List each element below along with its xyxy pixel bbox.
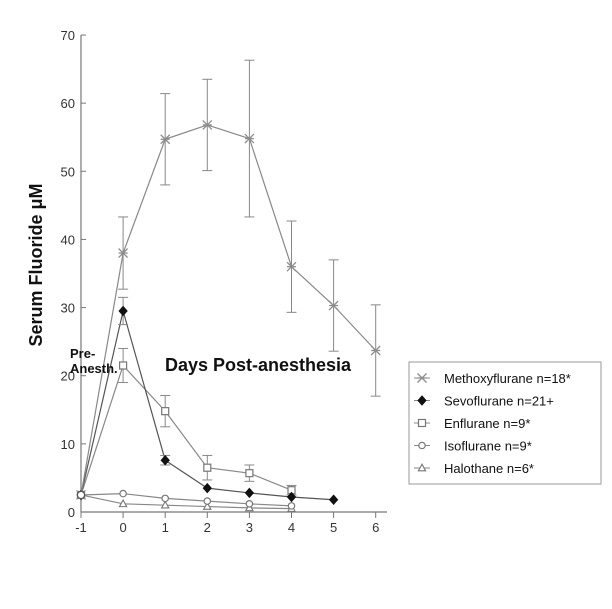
- x-tick-label: 6: [372, 520, 379, 535]
- legend-entry: Enflurane n=9*: [414, 416, 530, 431]
- legend-label: Sevoflurane n=21+: [444, 394, 554, 409]
- x-tick-label: 3: [246, 520, 253, 535]
- data-point: [244, 487, 255, 499]
- data-point: [161, 494, 170, 503]
- x-tick-label: 1: [162, 520, 169, 535]
- y-tick-label: 50: [61, 164, 75, 179]
- y-tick-label: 30: [61, 301, 75, 316]
- data-point: [203, 463, 212, 472]
- data-point: [119, 489, 127, 498]
- legend-label: Methoxyflurane n=18*: [444, 371, 571, 386]
- legend-entry: Methoxyflurane n=18*: [414, 371, 571, 386]
- data-point: [160, 500, 170, 509]
- legend-marker: [417, 418, 427, 428]
- legend-label: Enflurane n=9*: [444, 416, 530, 431]
- pre-anesth-label-line1: Pre-: [70, 346, 95, 361]
- series-line: [80, 364, 292, 496]
- data-point: [245, 469, 254, 478]
- data-point: [245, 500, 254, 508]
- data-point: [76, 490, 86, 500]
- data-point: [118, 498, 128, 508]
- series-diamond: [76, 296, 339, 505]
- legend-marker: [417, 463, 427, 472]
- x-tick-label: -1: [75, 520, 87, 535]
- legend-entry: Isoflurane n=9*: [414, 439, 532, 454]
- pre-anesth-label-line2: Anesth.: [70, 361, 118, 376]
- legend-label: Isoflurane n=9*: [444, 439, 532, 454]
- data-point: [202, 482, 212, 494]
- series-line: [80, 494, 292, 510]
- legend-marker: [417, 395, 427, 406]
- y-tick-label: 70: [61, 28, 75, 43]
- data-point: [202, 501, 212, 510]
- series-line: [80, 124, 377, 496]
- y-tick-label: 20: [61, 369, 75, 384]
- x-tick-label: 0: [119, 520, 126, 535]
- legend-label: Halothane n=6*: [444, 461, 534, 476]
- data-point: [287, 502, 296, 510]
- data-point: [328, 494, 339, 505]
- legend: Methoxyflurane n=18* Sevoflurane n=21+ Enf…: [408, 361, 602, 485]
- data-point: [161, 407, 170, 416]
- data-point: [203, 497, 212, 505]
- legend-entry: Halothane n=6*: [414, 461, 534, 476]
- x-tick-label: 4: [288, 520, 295, 535]
- y-tick-label: 60: [61, 96, 75, 111]
- legend-box: [408, 361, 602, 485]
- y-axis-title: Serum Fluoride μM: [26, 183, 46, 346]
- x-tick-label: 5: [330, 520, 337, 535]
- x-tick-label: 2: [204, 520, 211, 535]
- data-point: [160, 454, 170, 466]
- series-square: [76, 347, 297, 500]
- legend-marker: [418, 441, 426, 450]
- y-tick-label: 40: [61, 232, 75, 247]
- y-tick-label: 10: [61, 437, 75, 452]
- series-circle: [77, 489, 296, 510]
- x-axis-title: Days Post-anesthesia: [165, 355, 352, 375]
- plot-area: [76, 59, 381, 512]
- legend-entry: Sevoflurane n=21+: [414, 394, 554, 409]
- y-tick-label: 0: [68, 505, 75, 520]
- series-asterisk: [76, 59, 381, 500]
- series-line: [80, 493, 292, 507]
- data-point: [118, 305, 128, 317]
- data-point: [286, 491, 297, 503]
- data-point: [118, 361, 128, 370]
